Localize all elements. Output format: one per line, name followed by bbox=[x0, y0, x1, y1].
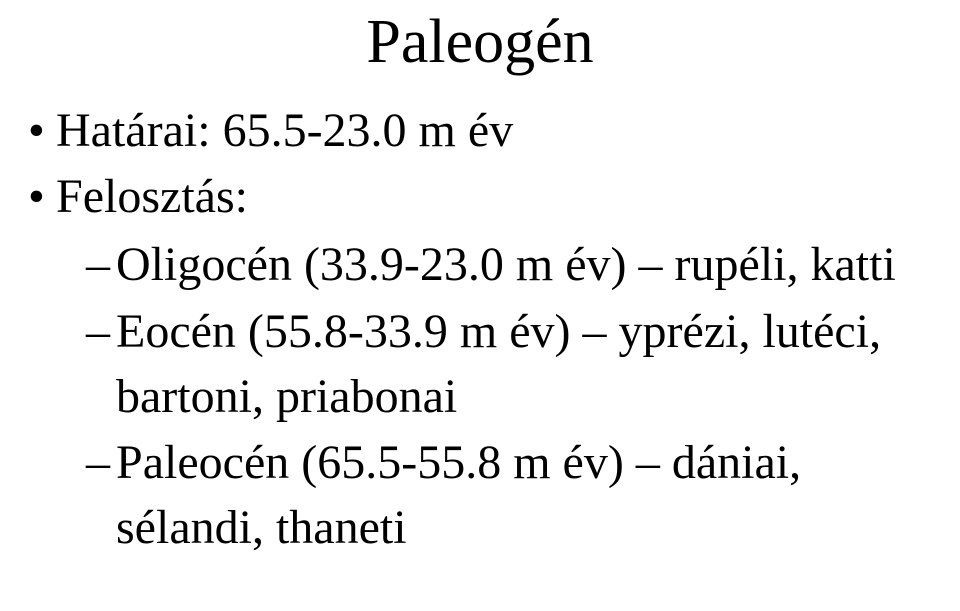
sub-bullet-paleocen-text: Paleocén (65.5-55.8 m év) – dániai, séla… bbox=[116, 431, 940, 561]
bullet-felosztas-label: Felosztás: bbox=[56, 170, 248, 223]
sub-bullet-oligocen: Oligocén (33.9-23.0 m év) – rupéli, katt… bbox=[86, 233, 940, 298]
sub-bullet-list: Oligocén (33.9-23.0 m év) – rupéli, katt… bbox=[56, 233, 940, 561]
bullet-list: Határai: 65.5-23.0 m év Felosztás: Oligo… bbox=[20, 100, 940, 561]
slide-title: Paleogén bbox=[20, 8, 940, 76]
bullet-hatarai: Határai: 65.5-23.0 m év bbox=[28, 100, 940, 161]
slide: Paleogén Határai: 65.5-23.0 m év Feloszt… bbox=[0, 0, 960, 611]
bullet-felosztas: Felosztás: Oligocén (33.9-23.0 m év) – r… bbox=[28, 166, 940, 561]
sub-bullet-eocen-text: Eocén (55.8-33.9 m év) – yprézi, lutéci,… bbox=[116, 300, 940, 430]
sub-bullet-paleocen: Paleocén (65.5-55.8 m év) – dániai, séla… bbox=[86, 431, 940, 561]
bullet-hatarai-text: Határai: 65.5-23.0 m év bbox=[56, 104, 513, 157]
sub-bullet-eocen: Eocén (55.8-33.9 m év) – yprézi, lutéci,… bbox=[86, 300, 940, 430]
sub-bullet-oligocen-text: Oligocén (33.9-23.0 m év) – rupéli, katt… bbox=[116, 233, 940, 298]
